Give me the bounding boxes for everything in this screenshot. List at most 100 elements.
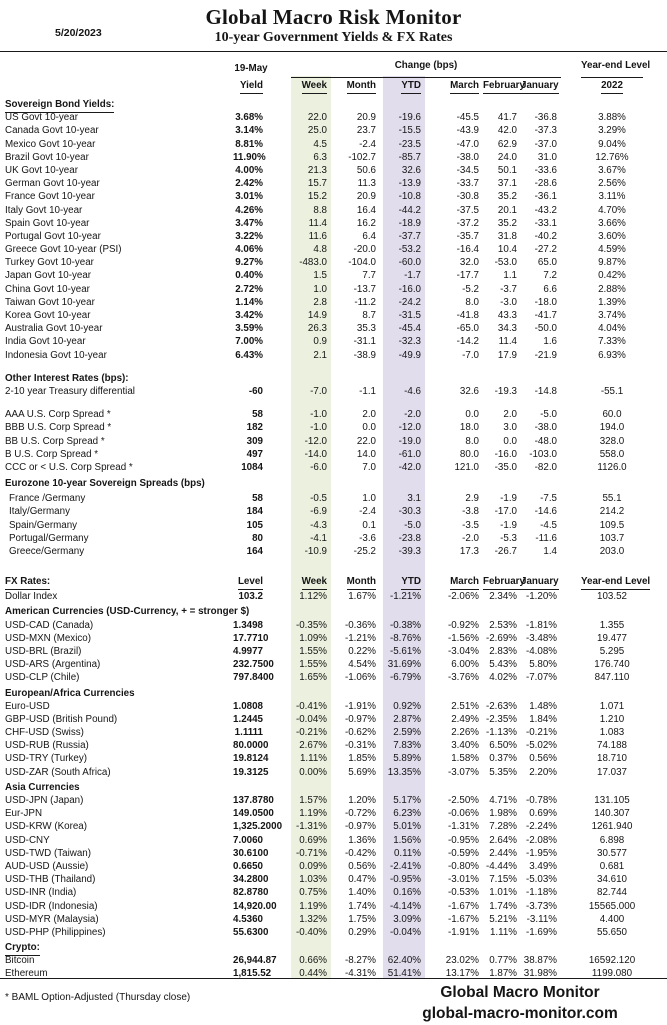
table-row: Japan Govt 10-year 0.40% 1.5 7.7 -1.7 -17.7 1.… (0, 269, 667, 282)
cell-yield-level: 149.0500 (233, 808, 274, 820)
cell-february: 42.0 (497, 125, 517, 137)
row-label: USD-THB (Thailand) (5, 874, 96, 886)
cell-ytd: 3.1 (407, 493, 421, 505)
cell-yearend: 60.0 (602, 409, 622, 421)
column-label: March (450, 575, 479, 591)
cell-yearend: 3.67% (598, 164, 626, 176)
row-label: France Govt 10-year (5, 191, 95, 203)
row-label: China Govt 10-year (5, 283, 90, 295)
cell-yearend: 9.04% (598, 138, 626, 150)
cell-ytd: -0.04% (389, 926, 421, 938)
cell-yearend: 3.29% (598, 125, 626, 137)
cell-yield-level: 137.8780 (233, 795, 274, 806)
table-row: GBP-USD (British Pound) 1.2445 -0.04% -0.97… (0, 713, 667, 726)
cell-yield-level: 184 (246, 506, 263, 518)
cell-yearend: 55.1 (602, 493, 622, 505)
cell-yearend: 3.66% (598, 217, 626, 229)
cell-week: 6.3 (313, 151, 327, 163)
row-label: Taiwan Govt 10-year (5, 296, 95, 308)
section-heading: FX Rates: (5, 575, 233, 591)
cell-month: 1.85% (348, 753, 376, 765)
cell-january: 0.56% (529, 753, 557, 765)
cell-february: -2.63% (485, 700, 517, 712)
cell-week: 0.75% (299, 887, 327, 899)
section-heading: American Currencies (USD-Currency, + = s… (5, 606, 250, 618)
row-label: Brazil Govt 10-year (5, 151, 89, 163)
cell-ytd: -19.0 (398, 435, 421, 447)
cell-january: -3.11% (526, 913, 557, 925)
cell-march: -0.53% (447, 887, 479, 899)
cell-yield-level: 3.22% (235, 230, 263, 242)
cell-month: 1.75% (348, 913, 376, 925)
table-body: Sovereign Bond Yields: US Govt 10-year 3.6… (0, 98, 667, 981)
col-january: January (521, 79, 561, 94)
cell-ytd: -60.0 (398, 257, 421, 269)
section-heading-row: European/Africa Currencies (0, 687, 667, 700)
cell-february: 4.02% (489, 672, 517, 684)
cell-march: -16.4 (456, 244, 479, 256)
cell-january: -0.21% (525, 727, 557, 739)
row-label: Spain/Germany (9, 519, 78, 531)
cell-yield-level: -60 (248, 385, 263, 397)
cell-january: 1.84% (529, 713, 557, 725)
section-heading-row: American Currencies (USD-Currency, + = s… (0, 605, 667, 618)
cell-ytd: -32.3 (398, 336, 421, 348)
col-february: February (483, 575, 525, 591)
cell-march: -0.95% (447, 834, 479, 846)
cell-february: -1.13% (485, 727, 517, 739)
cell-yield-level: 6.43% (235, 349, 263, 361)
report-title: Global Macro Risk Monitor (205, 5, 462, 29)
cell-ytd: 1.56% (393, 834, 421, 846)
cell-month: -38.9 (353, 349, 376, 361)
cell-yearend: 1.210 (599, 713, 625, 725)
cell-march: -0.92% (447, 619, 479, 631)
table-row: UK Govt 10-year 4.00% 21.3 50.6 32.6 -34.5 50.… (0, 164, 667, 177)
footer-rule (0, 978, 667, 979)
cell-yearend: 15565.000 (588, 900, 636, 912)
cell-january: 1.4 (543, 546, 557, 557)
column-label: Level (237, 575, 263, 591)
cell-ytd: -1.21% (389, 591, 421, 603)
cell-ytd: -2.41% (389, 860, 421, 872)
row-label: Portugal/Germany (9, 532, 89, 544)
table-row: USD-TRY (Turkey) 19.8124 1.11% 1.85% 5.89% 1.… (0, 752, 667, 765)
fx-column-header-row: FX Rates: Level Week Month YTD March February J… (0, 574, 667, 591)
cell-yield-level: 30.6100 (233, 847, 269, 859)
cell-yield-level: 3.01% (235, 191, 263, 203)
table-row: CCC or < U.S. Corp Spread * 1084 -6.0 7.0 -4… (0, 461, 667, 474)
cell-ytd: 51.41% (387, 968, 421, 980)
cell-week: -0.04% (295, 713, 327, 725)
cell-yearend: 55.650 (597, 926, 627, 938)
row-label: Portugal Govt 10-year (5, 230, 101, 242)
cell-march: 0.0 (465, 409, 479, 421)
section-heading-label: Sovereign Bond Yields: (5, 98, 115, 113)
cell-february: -3.0 (500, 296, 517, 308)
cell-yield-level: 17.7710 (233, 632, 269, 644)
cell-week: 0.9 (313, 336, 327, 348)
section-gap (0, 362, 667, 372)
cell-ytd: 2.87% (393, 713, 421, 725)
week-column-highlight (291, 76, 331, 978)
cell-yield-level: 3.59% (235, 323, 263, 335)
cell-yearend: 140.307 (594, 808, 630, 820)
cell-yield-level: 232.7500 (233, 659, 274, 671)
cell-february: 6.50% (489, 740, 517, 752)
cell-ytd: 3.09% (393, 913, 421, 925)
cell-week: 1.19% (299, 808, 327, 820)
cell-yearend: 328.0 (599, 435, 625, 447)
group-header-change: Change (bps) (291, 59, 561, 78)
cell-ytd: -49.9 (398, 349, 421, 361)
cell-yearend: 1126.0 (597, 461, 627, 473)
cell-january: -0.78% (525, 795, 557, 806)
row-label: Greece Govt 10-year (PSI) (5, 244, 122, 256)
cell-january: -36.1 (534, 191, 557, 203)
cell-march: -35.7 (456, 230, 479, 242)
cell-january: -1.95% (525, 847, 557, 859)
table-row: Dollar Index 103.2 1.12% 1.67% -1.21% -2.06% 2… (0, 590, 667, 603)
cell-march: -17.7 (456, 270, 479, 282)
cell-february: -17.0 (494, 506, 517, 518)
table-row: Portugal/Germany 80 -4.1 -3.6 -23.8 -2.0 -5.3 -… (0, 532, 667, 545)
cell-yearend: 18.710 (597, 753, 627, 765)
cell-ytd: -37.7 (398, 230, 421, 242)
header-rule (0, 51, 667, 52)
